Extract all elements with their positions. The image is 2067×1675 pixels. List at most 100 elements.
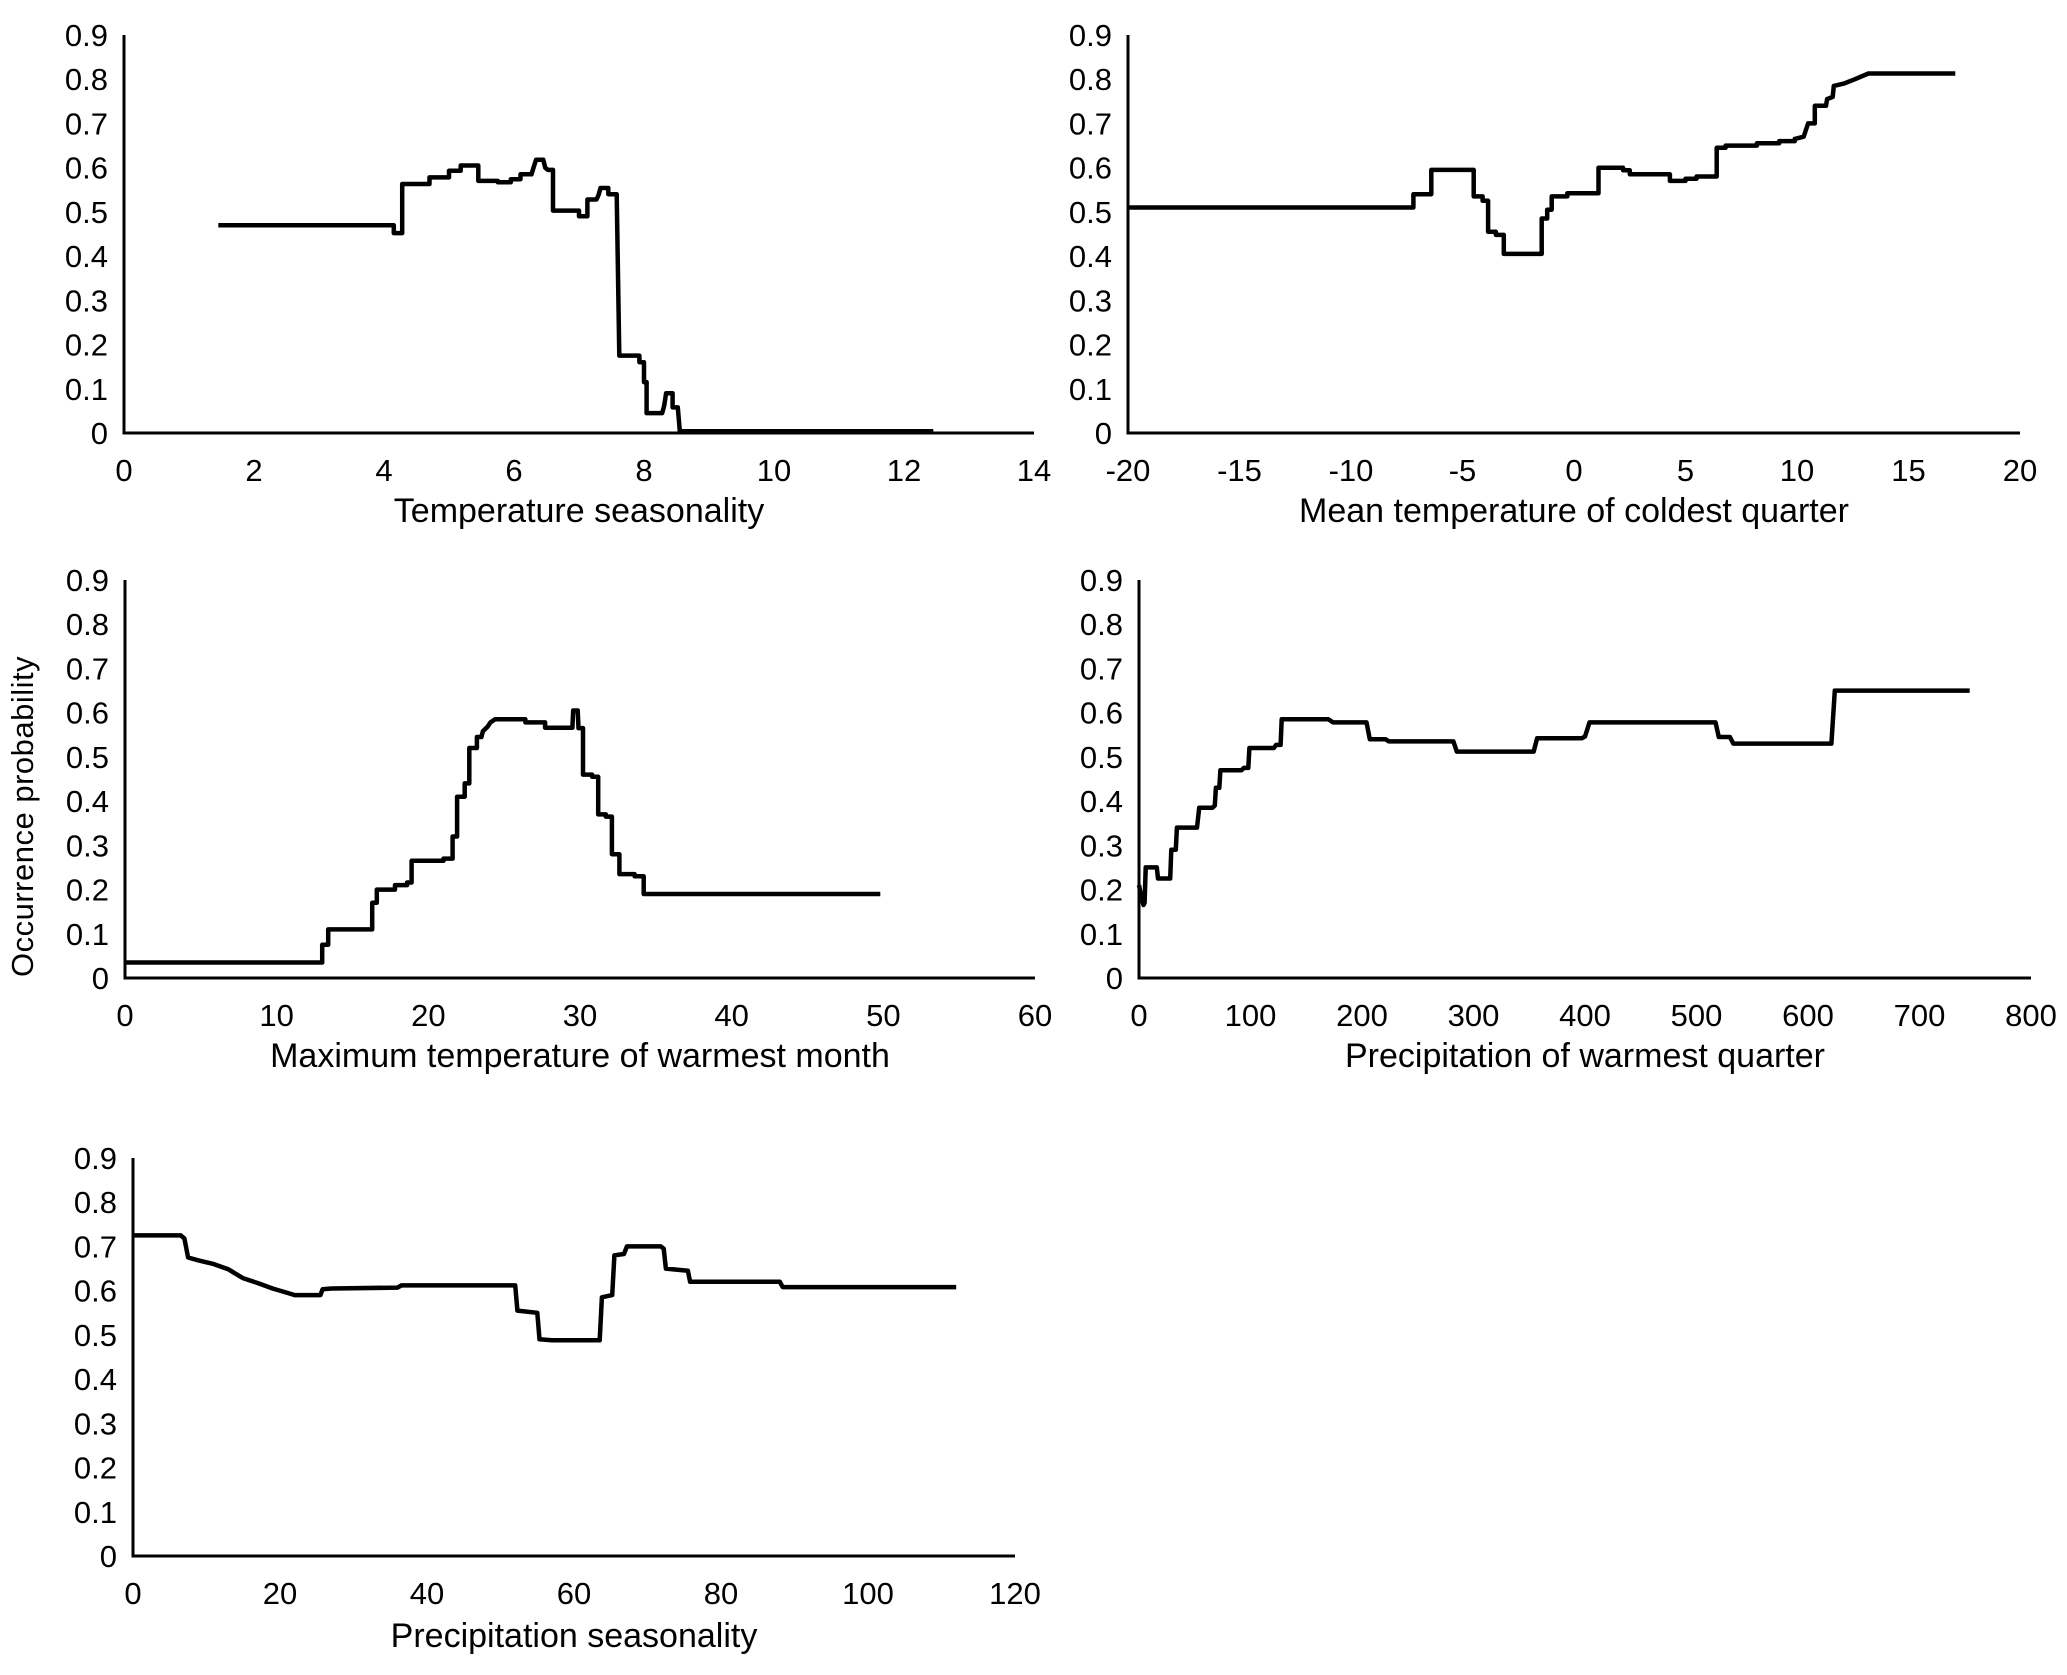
axis-lines xyxy=(1126,35,2020,435)
x-axis-title: Temperature seasonality xyxy=(393,492,765,530)
axis-lines xyxy=(1137,580,2031,980)
x-tick-label: 12 xyxy=(887,453,921,488)
series-line-precipitation-seasonality xyxy=(133,1233,957,1343)
y-tick-label: 0.2 xyxy=(1080,873,1123,908)
y-tick-label: 0.8 xyxy=(74,1185,117,1220)
x-tick-label: 0 xyxy=(124,1576,141,1611)
x-tick-label: -5 xyxy=(1449,453,1477,488)
y-tick-label: 0.4 xyxy=(65,239,108,274)
x-axis-title: Maximum temperature of warmest month xyxy=(270,1037,890,1075)
y-tick-label: 0.2 xyxy=(1069,328,1112,363)
y-tick-label: 0.4 xyxy=(1069,239,1112,274)
x-tick-label: 10 xyxy=(259,998,293,1033)
x-tick-label: -15 xyxy=(1217,453,1262,488)
axis-lines xyxy=(131,1158,1015,1558)
x-tick-label: 200 xyxy=(1336,998,1388,1033)
y-tick-label: 0 xyxy=(91,416,108,451)
y-tick-label: 0 xyxy=(1106,961,1123,996)
y-tick-label: 0.6 xyxy=(74,1274,117,1309)
x-tick-label: 500 xyxy=(1671,998,1723,1033)
y-tick-label: 0.1 xyxy=(66,917,109,952)
y-tick-label: 0.3 xyxy=(1080,828,1123,863)
x-tick-label: 6 xyxy=(505,453,522,488)
y-tick-label: 0.3 xyxy=(66,828,109,863)
y-tick-label: 0.2 xyxy=(65,328,108,363)
y-tick-label: 0.7 xyxy=(66,651,109,686)
y-tick-label: 0.4 xyxy=(74,1362,117,1397)
y-tick-label: 0.1 xyxy=(65,372,108,407)
chart-canvas-precipitation-warmest-quarter: 0 0.1 0.2 0.3 0.4 0.5 0.6 0.7 0.8 0.9 0 100 200 300 40… xyxy=(1080,563,2057,1033)
y-tick-label: 0.7 xyxy=(65,106,108,141)
y-tick-label: 0.9 xyxy=(66,563,109,598)
x-tick-label: 60 xyxy=(1018,998,1052,1033)
x-tick-label: -10 xyxy=(1329,453,1374,488)
y-tick-label: 0.1 xyxy=(1069,372,1112,407)
x-axis-title: Precipitation of warmest quarter xyxy=(1345,1037,1825,1075)
x-tick-label: 80 xyxy=(704,1576,738,1611)
chart-maximum-temperature-warmest-month: 0 0.1 0.2 0.3 0.4 0.5 0.6 0.7 0.8 0.9 0 10 20 30 40 50 6… xyxy=(0,545,1060,1103)
y-tick-label: 0 xyxy=(92,961,109,996)
y-tick-label: 0.5 xyxy=(1069,195,1112,230)
chart-canvas-temperature-seasonality: 0 0.1 0.2 0.3 0.4 0.5 0.6 0.7 0.8 0.9 0 2 4 6 8 10 12 14 xyxy=(65,18,1051,488)
x-tick-label: 0 xyxy=(115,453,132,488)
x-tick-label: -20 xyxy=(1106,453,1151,488)
x-tick-label: 30 xyxy=(563,998,597,1033)
y-tick-label: 0.7 xyxy=(74,1229,117,1264)
x-tick-label: 50 xyxy=(866,998,900,1033)
y-tick-label: 0.8 xyxy=(1069,62,1112,97)
chart-canvas-precipitation-seasonality: 0 0.1 0.2 0.3 0.4 0.5 0.6 0.7 0.8 0.9 0 20 40 60 80 100… xyxy=(74,1141,1041,1611)
x-tick-label: 400 xyxy=(1559,998,1611,1033)
x-tick-label: 60 xyxy=(557,1576,591,1611)
x-tick-label: 15 xyxy=(1891,453,1925,488)
y-tick-label: 0.1 xyxy=(74,1495,117,1530)
chart-canvas-mean-temperature-coldest-quarter: 0 0.1 0.2 0.3 0.4 0.5 0.6 0.7 0.8 0.9 -20 -15 -10 -5 0… xyxy=(1069,18,2037,488)
chart-mean-temperature-coldest-quarter: 0 0.1 0.2 0.3 0.4 0.5 0.6 0.7 0.8 0.9 -20 -15 -10 -5 0… xyxy=(1060,0,2067,545)
y-tick-label: 0.3 xyxy=(1069,283,1112,318)
x-axis-title: Precipitation seasonality xyxy=(390,1617,758,1655)
y-tick-label: 0.2 xyxy=(74,1451,117,1486)
x-tick-label: 20 xyxy=(263,1576,297,1611)
y-tick-label: 0.8 xyxy=(1080,607,1123,642)
axis-lines xyxy=(122,35,1034,435)
series-line-precipitation-warmest-quarter xyxy=(1136,688,1970,908)
x-tick-label: 0 xyxy=(116,998,133,1033)
y-tick-label: 0 xyxy=(1095,416,1112,451)
x-tick-label: 800 xyxy=(2005,998,2057,1033)
y-tick-label: 0.7 xyxy=(1080,651,1123,686)
y-tick-label: 0.5 xyxy=(1080,740,1123,775)
y-tick-label: 0.6 xyxy=(1080,696,1123,731)
y-tick-label: 0.6 xyxy=(1069,151,1112,186)
x-tick-label: 5 xyxy=(1677,453,1694,488)
x-tick-label: 4 xyxy=(375,453,392,488)
series-line-temperature-seasonality xyxy=(218,157,934,434)
x-tick-label: 300 xyxy=(1448,998,1500,1033)
x-tick-label: 100 xyxy=(842,1576,894,1611)
y-tick-label: 0.1 xyxy=(1080,917,1123,952)
x-tick-label: 40 xyxy=(714,998,748,1033)
y-tick-label: 0.5 xyxy=(74,1318,117,1353)
x-tick-label: 10 xyxy=(1780,453,1814,488)
x-tick-label: 8 xyxy=(635,453,652,488)
chart-temperature-seasonality: 0 0.1 0.2 0.3 0.4 0.5 0.6 0.7 0.8 0.9 0 2 4 6 8 10 12 14 … xyxy=(0,0,1060,545)
x-tick-label: 100 xyxy=(1225,998,1277,1033)
x-tick-label: 10 xyxy=(757,453,791,488)
y-tick-label: 0.2 xyxy=(66,873,109,908)
y-tick-label: 0.4 xyxy=(66,784,109,819)
x-tick-label: 0 xyxy=(1130,998,1147,1033)
x-tick-label: 20 xyxy=(411,998,445,1033)
y-tick-label: 0.3 xyxy=(65,283,108,318)
x-tick-label: 2 xyxy=(245,453,262,488)
y-tick-label: 0.9 xyxy=(74,1141,117,1176)
y-tick-label: 0.7 xyxy=(1069,106,1112,141)
y-tick-label: 0.8 xyxy=(65,62,108,97)
y-tick-label: 0 xyxy=(100,1539,117,1574)
x-tick-label: 20 xyxy=(2003,453,2037,488)
chart-precipitation-warmest-quarter: 0 0.1 0.2 0.3 0.4 0.5 0.6 0.7 0.8 0.9 0 100 200 300 40… xyxy=(1060,545,2067,1103)
x-tick-label: 0 xyxy=(1565,453,1582,488)
x-tick-label: 120 xyxy=(989,1576,1041,1611)
x-tick-label: 700 xyxy=(1894,998,1946,1033)
y-tick-label: 0.6 xyxy=(65,151,108,186)
y-tick-label: 0.3 xyxy=(74,1406,117,1441)
x-tick-label: 40 xyxy=(410,1576,444,1611)
series-line-mean-temperature-coldest-quarter xyxy=(1128,71,1956,257)
